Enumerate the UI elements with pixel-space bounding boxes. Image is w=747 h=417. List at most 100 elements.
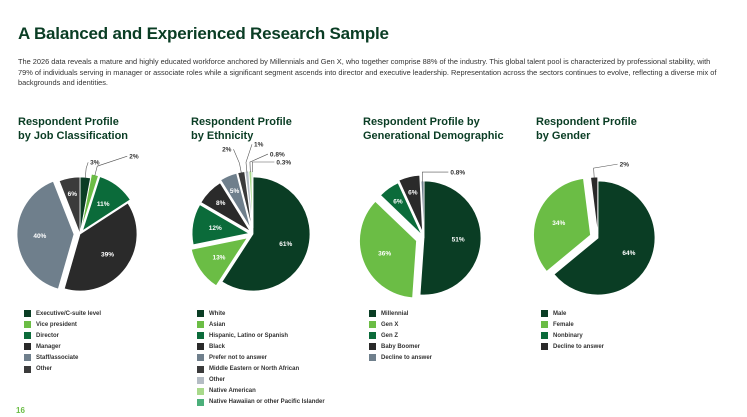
legend-item: Decline to answer <box>541 341 604 352</box>
legend-item: Other <box>24 363 101 374</box>
legend-label: Other <box>36 366 53 373</box>
legend-swatch <box>369 310 376 318</box>
legend-label: Nonbinary <box>553 332 583 339</box>
legend-label: Black <box>209 343 226 350</box>
legend-swatch <box>197 332 204 340</box>
legend-swatch <box>24 343 31 351</box>
pie-chart-3: 64% 34% 2% <box>533 161 656 296</box>
legend-swatch <box>369 321 376 329</box>
legend-item: Manager <box>24 341 101 352</box>
legend-swatch <box>24 332 31 340</box>
legend-item: Millennial <box>369 308 432 319</box>
legend-swatch <box>24 310 31 318</box>
leader-line-other <box>245 144 253 173</box>
gender-chart-title: Respondent Profile by Gender <box>536 116 637 143</box>
ethnicity-chart-title: Respondent Profile by Ethnicity <box>191 116 292 143</box>
legend-item: Gen X <box>369 319 432 330</box>
pie-slice-gen-x <box>359 200 417 299</box>
data-label-director: 11% <box>97 201 110 208</box>
pie-slice-asian <box>190 237 249 287</box>
chart-title-line: by Ethnicity <box>191 129 254 142</box>
data-label-prefer-not-to-answer: 5% <box>230 188 240 195</box>
pie-slice-hispanic-latino-or-spanish <box>191 204 251 246</box>
legend-item: Prefer not to answer <box>197 352 325 363</box>
pie-slice-gen-z <box>379 182 423 236</box>
legend-item: Baby Boomer <box>369 341 432 352</box>
data-label-gen-x: 36% <box>378 250 391 257</box>
legend-swatch <box>197 321 204 329</box>
data-label-gen-z: 6% <box>393 199 403 206</box>
legend-item: Asian <box>197 319 325 330</box>
leader-line-decline-to-answer <box>593 163 618 179</box>
legend-swatch <box>541 321 548 329</box>
job-classification-legend: Executive/C-suite level Vice president Dir… <box>24 308 101 375</box>
data-label-manager: 39% <box>101 252 114 259</box>
legend-item: Middle Eastern or North African <box>197 363 325 374</box>
pie-slice-baby-boomer <box>398 174 423 233</box>
legend-swatch <box>541 332 548 340</box>
legend-swatch <box>369 332 376 340</box>
legend-swatch <box>369 343 376 351</box>
pie-slice-female <box>533 178 591 272</box>
job-classification-chart-title: Respondent Profile by Job Classification <box>18 116 128 143</box>
legend-label: Staff/associate <box>36 354 79 361</box>
pie-slice-director <box>81 176 131 232</box>
leader-line-native-american <box>249 153 269 173</box>
data-label-female: 34% <box>552 220 565 227</box>
legend-label: Vice president <box>36 321 77 328</box>
data-label-vice-president: 2% <box>129 153 139 160</box>
legend-swatch <box>197 376 204 384</box>
leader-line-vice-president <box>94 155 128 176</box>
data-label-middle-eastern-or-north-african: 2% <box>222 147 232 154</box>
data-label-hispanic-latino-or-spanish: 12% <box>209 225 222 232</box>
legend-swatch <box>24 354 31 362</box>
chart-title-line: Respondent Profile <box>536 116 637 128</box>
legend-label: Executive/C-suite level <box>36 310 102 317</box>
legend-item: Vice president <box>24 319 101 330</box>
data-label-male: 64% <box>622 250 635 257</box>
page-number: 16 <box>16 406 25 415</box>
data-label-millennial: 51% <box>452 236 465 243</box>
data-label-black: 8% <box>216 200 226 207</box>
legend-swatch <box>541 310 548 318</box>
chart-title-line: Respondent Profile <box>191 116 292 128</box>
legend-label: Gen Z <box>381 332 399 339</box>
generational-chart-title: Respondent Profile by Generational Demog… <box>363 116 504 143</box>
legend-label: Other <box>209 377 226 384</box>
pie-slice-decline-to-answer <box>590 176 599 235</box>
pie-slice-other <box>58 176 81 235</box>
legend-label: Decline to answer <box>381 354 433 361</box>
page-title: A Balanced and Experienced Research Samp… <box>18 24 389 43</box>
data-label-asian: 13% <box>212 255 225 262</box>
gender-legend: Male Female Nonbinary Decline to answer <box>541 308 604 352</box>
chart-title-line: Generational Demographic <box>363 129 504 142</box>
pie-slice-millennial <box>419 180 482 296</box>
data-label-executive-c-suite-level: 3% <box>90 160 100 167</box>
chart-title-line: by Gender <box>536 129 591 142</box>
legend-swatch <box>197 343 204 351</box>
legend-swatch <box>197 354 204 362</box>
pie-chart-1: 61% 13% 12% 8% 5% 2% 1% 0.8%0.3% <box>190 142 311 292</box>
legend-item: Decline to answer <box>369 352 432 363</box>
pie-slice-white <box>221 176 311 292</box>
pie-chart-0: 3% 2% 11% 39% 40% 6% <box>16 153 139 292</box>
data-label-native-hawaiian-or-other-pacific-islander: 0.3% <box>276 159 291 166</box>
legend-label: Decline to answer <box>553 343 605 350</box>
legend-label: Prefer not to answer <box>209 354 268 361</box>
data-label-native-american: 0.8% <box>270 151 285 158</box>
legend-swatch <box>369 354 376 362</box>
legend-label: Female <box>553 321 574 328</box>
legend-label: Male <box>553 310 567 317</box>
pie-slice-prefer-not-to-answer <box>220 172 252 229</box>
data-label-white: 61% <box>279 241 292 248</box>
chart-title-line: by Job Classification <box>18 129 129 142</box>
legend-swatch <box>197 310 204 318</box>
legend-item: Black <box>197 341 325 352</box>
generational-legend: Millennial Gen X Gen Z Baby Boomer Decline t… <box>369 308 432 363</box>
data-label-decline-to-answer: 2% <box>620 161 630 168</box>
legend-label: White <box>209 310 226 317</box>
legend-item: Hispanic, Latino or Spanish <box>197 330 325 341</box>
leader-line-executive-c-suite-level <box>84 162 89 179</box>
data-label-other: 6% <box>68 191 78 198</box>
